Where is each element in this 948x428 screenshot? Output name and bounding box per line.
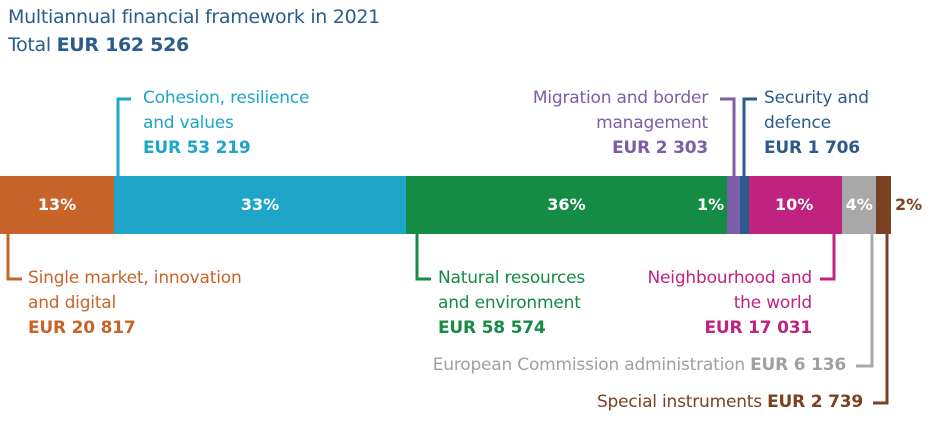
bar-segment-neighbourhood [748, 176, 843, 234]
leader-natural [415, 234, 431, 281]
percent-label-neighbourhood: 10% [774, 195, 814, 214]
label-neighbourhood: Neighbourhood and the world EUR 17 031 [647, 268, 813, 338]
bar-segment-special [875, 176, 892, 234]
leader-security [742, 97, 757, 176]
percent-label-special: 2% [895, 195, 923, 214]
label-natural: Natural resources and environment EUR 58… [438, 268, 586, 338]
bar-segment-single-market [0, 176, 115, 234]
bar-segment-migration [727, 176, 741, 234]
leader-admin [856, 234, 874, 368]
label-special: Special instruments EUR 2 739 [596, 392, 863, 412]
percent-label-natural: 36% [547, 195, 586, 214]
percent-label-cohesion: 33% [240, 195, 280, 214]
leader-neighbourhood [820, 234, 836, 281]
label-migration: Migration and border management EUR 2 30… [532, 88, 708, 158]
label-security: Security and defence EUR 1 706 [764, 88, 869, 158]
bar-segment-cohesion [114, 176, 407, 234]
chart-title: Multiannual financial framework in 2021 [8, 6, 380, 28]
bar-segment-admin [842, 176, 877, 234]
leader-cohesion [116, 97, 131, 176]
label-cohesion: Cohesion, resilience and values EUR 53 2… [143, 88, 310, 158]
percent-label-admin: 4% [845, 195, 873, 214]
label-single-market: Single market, innovation and digital EU… [28, 268, 242, 338]
percent-label-single-market: 13% [37, 195, 77, 214]
leader-migration [720, 97, 736, 176]
leader-special [873, 234, 889, 405]
chart-total: Total EUR 162 526 [8, 34, 189, 56]
leader-single-market [6, 234, 22, 281]
percent-label-migration: 1% [696, 195, 725, 214]
label-admin: European Commission administration EUR 6… [432, 355, 846, 375]
bar-segment-security [739, 176, 750, 234]
total-prefix: Total [8, 34, 51, 56]
total-value: EUR 162 526 [56, 34, 190, 56]
bar-segment-natural [405, 176, 728, 234]
